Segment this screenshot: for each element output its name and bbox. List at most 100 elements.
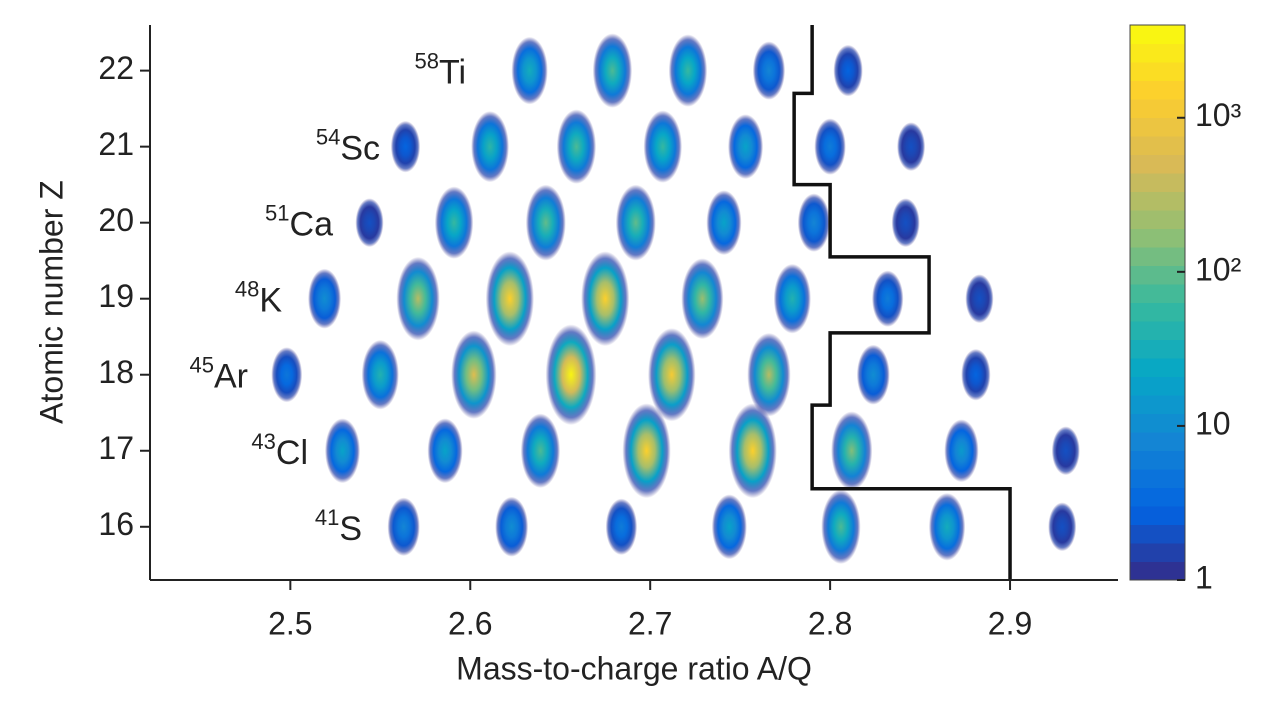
y-tick-label: 18 (98, 354, 134, 390)
colorbar-band (1130, 450, 1185, 470)
colorbar-band (1130, 191, 1185, 211)
ion-blob (711, 494, 747, 560)
colorbar-band (1130, 561, 1185, 581)
ion-blob (511, 36, 548, 105)
ion-blob (648, 328, 696, 422)
isotope-mass: 51 (265, 200, 289, 225)
isotope-mass: 54 (316, 124, 340, 149)
ion-blob (681, 258, 724, 340)
isotope-label: 58Ti (414, 48, 466, 91)
colorbar-tick-label: 1 (1195, 559, 1213, 595)
colorbar-band (1130, 80, 1185, 100)
x-tick-label: 2.9 (988, 605, 1032, 641)
ion-blob (891, 198, 920, 248)
ion-blob (728, 403, 777, 499)
colorbar-band (1130, 506, 1185, 525)
y-tick-label: 19 (98, 278, 134, 314)
colorbar-band (1130, 413, 1185, 433)
colorbar-band (1130, 469, 1185, 488)
colorbar-band (1130, 543, 1185, 562)
colorbar-band (1130, 376, 1185, 396)
colorbar-band (1130, 117, 1185, 137)
ion-blob (643, 110, 683, 183)
isotope-label: 45Ar (190, 353, 248, 396)
colorbar-tick-label: 10 (1195, 405, 1231, 441)
ion-blob (833, 44, 863, 97)
colorbar-tick-label: 10³ (1195, 97, 1242, 133)
colorbar-band (1130, 210, 1185, 229)
x-tick-label: 2.5 (268, 605, 312, 641)
ion-blob (752, 41, 786, 100)
colorbar-band (1130, 395, 1185, 414)
colorbar-band (1130, 247, 1185, 266)
ion-blob (355, 198, 384, 248)
ion-blob (451, 330, 497, 419)
ion-blob (324, 418, 361, 484)
ion-blob (525, 184, 566, 261)
ion-blob (556, 109, 597, 184)
ion-blob (271, 347, 303, 403)
ion-blob (387, 497, 420, 557)
colorbar-band (1130, 136, 1185, 155)
isotope-label: 51Ca (265, 200, 333, 243)
colorbar-band (1130, 358, 1185, 377)
colorbar-band (1130, 43, 1185, 63)
ion-blob (1051, 426, 1080, 476)
ion-blob (308, 268, 342, 329)
ion-blob (814, 118, 846, 175)
ion-blob (897, 122, 926, 172)
ion-blob (797, 193, 831, 252)
colorbar-band (1130, 99, 1185, 118)
ion-blob (592, 33, 633, 108)
colorbar-band (1130, 25, 1185, 44)
ion-blob (706, 190, 742, 256)
x-axis-label: Mass-to-charge ratio A/Q (456, 650, 812, 686)
colorbar-band (1130, 228, 1185, 248)
ion-blob (520, 413, 561, 488)
ion-blob (668, 34, 708, 107)
ion-blob (747, 332, 791, 417)
y-tick-label: 17 (98, 430, 134, 466)
ion-blob (545, 324, 597, 426)
isotope-symbol: Cl (276, 434, 308, 472)
ion-blob (427, 418, 463, 484)
ion-blob (361, 339, 399, 410)
isotope-symbol: K (259, 282, 282, 320)
isotope-label: 54Sc (316, 124, 380, 167)
x-tick-label: 2.8 (808, 605, 852, 641)
isotope-mass: 45 (190, 353, 214, 378)
isotope-symbol: Ti (439, 54, 466, 92)
y-tick-label: 20 (98, 202, 134, 238)
isotope-mass: 43 (251, 429, 275, 454)
colorbar-band (1130, 302, 1185, 322)
isotope-mass: 41 (315, 505, 339, 530)
isotope-label: 48K (235, 277, 282, 320)
isotope-label: 41S (315, 505, 362, 548)
selection-boundary (792, 25, 1012, 580)
ion-blob (605, 498, 638, 556)
colorbar-frame (1129, 24, 1186, 581)
y-tick-label: 21 (98, 126, 134, 162)
isotope-mass: 58 (414, 48, 438, 73)
colorbar-band (1130, 432, 1185, 451)
colorbar-band (1130, 487, 1185, 507)
ion-blob (728, 114, 764, 180)
ion-blob (831, 411, 873, 491)
colorbar-band (1130, 524, 1185, 544)
ion-blob (944, 419, 979, 483)
isotope-symbol: Ar (214, 358, 248, 396)
y-tick-label: 16 (98, 506, 134, 542)
y-axis-label: Atomic number Z (33, 180, 69, 424)
ion-blob (434, 186, 474, 259)
ion-blob (821, 489, 861, 565)
ion-blob (928, 492, 966, 561)
ion-blob (773, 263, 811, 334)
colorbar-band (1130, 173, 1185, 192)
ion-blob (485, 251, 534, 347)
ion-blob (615, 184, 656, 261)
x-tick-label: 2.6 (448, 605, 492, 641)
isotope-mass: 48 (235, 277, 259, 302)
colorbar-band (1130, 154, 1185, 174)
colorbar-band (1130, 62, 1185, 81)
